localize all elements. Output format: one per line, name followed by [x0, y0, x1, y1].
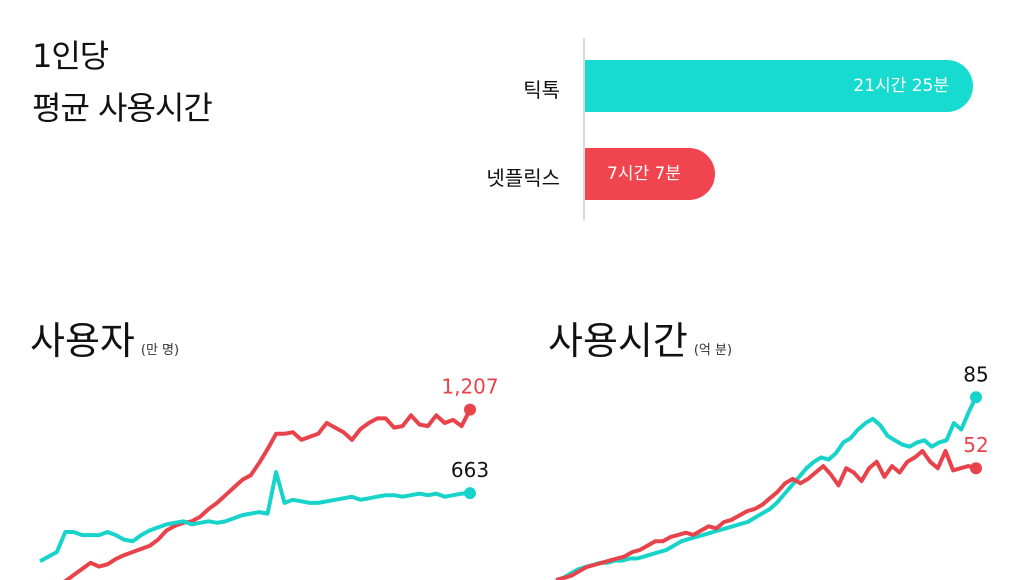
- users-chart-title: 사용자 (만 명): [30, 310, 179, 365]
- users-series-line-1: [39, 470, 471, 563]
- bar-value-tiktok: 21시간 25분: [853, 76, 949, 96]
- time-chart-title: 사용시간 (억 분): [548, 310, 732, 365]
- bar-netflix: 7시간 7분: [585, 148, 715, 200]
- time-series-end-dot-1: [970, 462, 982, 475]
- users-series-end-dot-1: [464, 487, 476, 500]
- time-chart-unit: (억 분): [693, 343, 733, 358]
- time-series-end-label-1: 52: [963, 433, 988, 457]
- bar-axis-line: [583, 38, 585, 220]
- time-series-line-1: [555, 449, 977, 580]
- users-series-end-dot-0: [464, 403, 476, 416]
- time-series-end-label-0: 85: [963, 362, 988, 386]
- bar-tiktok: 21시간 25분: [585, 60, 973, 112]
- time-series-line-0: [555, 396, 978, 580]
- users-series-line-0: [63, 408, 472, 580]
- page-title-line2: 평균 사용시간: [32, 89, 213, 127]
- users-series-end-label-1: 663: [451, 458, 489, 482]
- page-title: 1인당 평균 사용시간: [32, 30, 213, 134]
- users-series-end-label-0: 1,207: [441, 375, 498, 399]
- page-title-line1: 1인당: [32, 37, 109, 75]
- bar-label-tiktok: 틱톡: [523, 78, 560, 102]
- users-chart-unit: (만 명): [140, 343, 180, 358]
- bar-label-netflix: 넷플릭스: [486, 166, 560, 190]
- bar-value-netflix: 7시간 7분: [607, 164, 681, 184]
- time-series-end-dot-0: [970, 391, 982, 404]
- time-chart-title-text: 사용시간: [548, 319, 688, 363]
- users-chart-title-text: 사용자: [30, 319, 135, 363]
